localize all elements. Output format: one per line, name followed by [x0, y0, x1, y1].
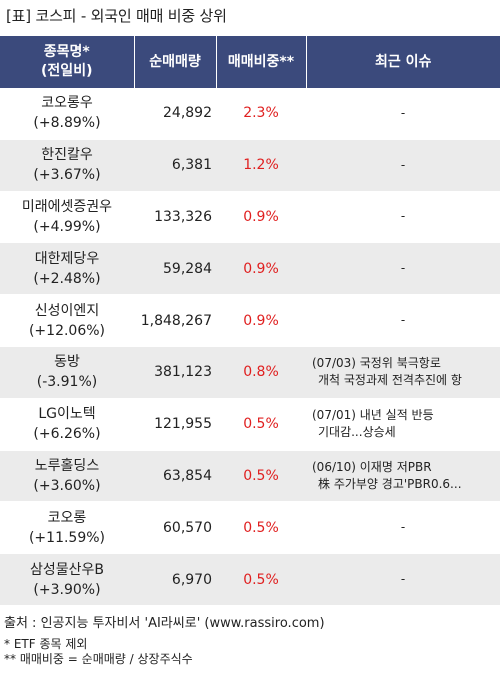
stock-name: 코오롱: [47, 509, 87, 526]
issue-line1: -: [400, 520, 406, 535]
issue-line1: -: [400, 209, 406, 224]
stock-change: (+3.67%): [33, 167, 101, 184]
header-name-line2: (전일비): [41, 63, 93, 79]
trading-ratio: 0.9%: [216, 294, 306, 347]
stock-name: 노루홀딩스: [34, 457, 100, 474]
header-ratio: 매매비중**: [216, 36, 307, 88]
stock-name: 한진칼우: [41, 147, 93, 164]
stock-name-cell: 미래에셋증권우 (+4.99%): [0, 191, 134, 244]
net-volume: 381,123: [134, 346, 216, 399]
page-title: [표] 코스피 - 외국인 매매 비중 상위: [6, 7, 227, 25]
table-row: 삼성물산우B (+3.90%) 6,970 0.5% -: [0, 553, 500, 606]
recent-issue: -: [306, 88, 500, 140]
footnote-ratio: ** 매매비중 = 순매매량 / 상장주식수: [4, 652, 193, 666]
net-volume: 6,970: [134, 553, 216, 606]
trading-ratio: 0.8%: [216, 346, 306, 399]
footnote-etf: * ETF 종목 제외: [4, 637, 88, 651]
source-note: 출처 : 인공지능 투자비서 'AI라씨로' (www.rassiro.com): [4, 616, 325, 631]
header-name-line1: 종목명*: [43, 44, 90, 60]
stock-change: (+11.59%): [28, 529, 106, 546]
issue-line1: -: [400, 105, 406, 120]
stock-name-cell: 동방 (-3.91%): [0, 346, 134, 399]
issue-line1: (06/10) 이재명 저PBR: [312, 459, 432, 474]
stock-name-cell: LG이노텍 (+6.26%): [0, 398, 134, 451]
net-volume: 24,892: [134, 88, 216, 140]
recent-issue: -: [306, 553, 500, 606]
stock-name-cell: 코오롱 (+11.59%): [0, 501, 134, 555]
stock-name: 대한제당우: [34, 250, 100, 267]
footnotes: * ETF 종목 제외 ** 매매비중 = 순매매량 / 상장주식수: [4, 637, 193, 667]
table-row: 신성이엔지 (+12.06%) 1,848,267 0.9% -: [0, 294, 500, 347]
table-row: 동방 (-3.91%) 381,123 0.8% (07/03) 국정위 북극항로 개척 …: [0, 346, 500, 399]
net-volume: 59,284: [134, 242, 216, 296]
table-row: 노루홀딩스 (+3.60%) 63,854 0.5% (06/10) 이재명 저PBR 株…: [0, 450, 500, 503]
issue-line2: 株 주가부양 경고'PBR0.6...: [318, 476, 462, 491]
trading-ratio: 0.9%: [216, 242, 306, 296]
issue-line2: 기대감...상승세: [318, 425, 396, 440]
issue-line1: (07/01) 내년 실적 반등: [312, 408, 434, 423]
recent-issue: -: [306, 294, 500, 347]
stock-name: LG이노텍: [38, 406, 96, 423]
stock-name: 미래에셋증권우: [21, 198, 113, 215]
stock-change: (+2.48%): [33, 270, 101, 287]
stock-name-cell: 노루홀딩스 (+3.60%): [0, 450, 134, 503]
stock-change: (+12.06%): [28, 322, 106, 339]
issue-line1: -: [400, 261, 406, 276]
stock-name: 코오롱우: [41, 95, 93, 112]
stock-change: (+8.89%): [33, 115, 101, 132]
stock-name-cell: 한진칼우 (+3.67%): [0, 139, 134, 192]
net-volume: 121,955: [134, 398, 216, 451]
foreign-trading-table: 종목명* (전일비) 순매매량 매매비중** 최근 이슈 코오롱우 (+8.89%…: [0, 36, 500, 606]
trading-ratio: 2.3%: [216, 88, 306, 140]
issue-line2: 개척 국정과제 전격추진에 항: [318, 373, 462, 388]
header-issue: 최근 이슈: [306, 36, 500, 88]
trading-ratio: 0.9%: [216, 191, 306, 244]
trading-ratio: 0.5%: [216, 398, 306, 451]
trading-ratio: 0.5%: [216, 553, 306, 606]
net-volume: 6,381: [134, 139, 216, 192]
trading-ratio: 0.5%: [216, 501, 306, 555]
stock-name-cell: 코오롱우 (+8.89%): [0, 88, 134, 140]
net-volume: 60,570: [134, 501, 216, 555]
issue-line1: (07/03) 국정위 북극항로: [312, 356, 441, 371]
recent-issue: (06/10) 이재명 저PBR 株 주가부양 경고'PBR0.6...: [306, 450, 500, 503]
header-volume: 순매매량: [134, 36, 217, 88]
recent-issue: -: [306, 501, 500, 555]
stock-name: 신성이엔지: [34, 302, 100, 319]
table-row: 대한제당우 (+2.48%) 59,284 0.9% -: [0, 242, 500, 296]
header-name: 종목명* (전일비): [0, 36, 135, 88]
stock-name: 삼성물산우B: [29, 561, 104, 578]
trading-ratio: 0.5%: [216, 450, 306, 503]
issue-line1: -: [400, 572, 406, 587]
stock-change: (-3.91%): [36, 374, 98, 391]
table-header-row: 종목명* (전일비) 순매매량 매매비중** 최근 이슈: [0, 36, 500, 88]
table-row: 코오롱우 (+8.89%) 24,892 2.3% -: [0, 88, 500, 140]
stock-name-cell: 대한제당우 (+2.48%): [0, 242, 134, 296]
table-row: 한진칼우 (+3.67%) 6,381 1.2% -: [0, 139, 500, 192]
recent-issue: -: [306, 191, 500, 244]
stock-change: (+4.99%): [33, 218, 101, 235]
stock-change: (+6.26%): [33, 426, 101, 443]
stock-change: (+3.60%): [33, 477, 101, 494]
recent-issue: -: [306, 242, 500, 296]
stock-name: 동방: [54, 354, 80, 371]
recent-issue: -: [306, 139, 500, 192]
table-row: 미래에셋증권우 (+4.99%) 133,326 0.9% -: [0, 191, 500, 244]
stock-name-cell: 삼성물산우B (+3.90%): [0, 553, 134, 606]
stock-change: (+3.90%): [33, 581, 101, 598]
net-volume: 133,326: [134, 191, 216, 244]
table-row: LG이노텍 (+6.26%) 121,955 0.5% (07/01) 내년 실적 반등…: [0, 398, 500, 451]
trading-ratio: 1.2%: [216, 139, 306, 192]
table-row: 코오롱 (+11.59%) 60,570 0.5% -: [0, 501, 500, 555]
stock-name-cell: 신성이엔지 (+12.06%): [0, 294, 134, 347]
issue-line1: -: [400, 157, 406, 172]
net-volume: 63,854: [134, 450, 216, 503]
issue-line1: -: [400, 313, 406, 328]
net-volume: 1,848,267: [134, 294, 216, 347]
